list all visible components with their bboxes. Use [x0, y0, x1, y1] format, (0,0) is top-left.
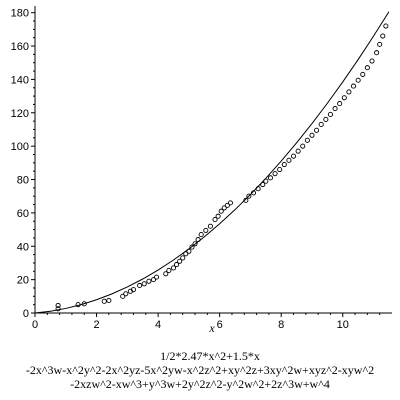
data-point — [224, 202, 230, 208]
data-point — [346, 89, 352, 95]
data-point — [189, 244, 195, 250]
data-point — [55, 302, 61, 309]
data-point — [218, 208, 224, 214]
data-point — [327, 111, 334, 117]
data-point — [314, 127, 320, 133]
data-point — [166, 267, 172, 274]
data-point — [183, 251, 189, 257]
data-point — [267, 175, 273, 181]
data-point — [150, 277, 157, 283]
x-tick-label: 6 — [217, 319, 223, 331]
data-point — [246, 193, 252, 199]
data-point — [207, 223, 213, 229]
x-tick-label: 0 — [32, 319, 38, 331]
data-point — [360, 71, 366, 77]
caption-line-1: 1/2*2.47*x^2+1.5*x — [160, 349, 260, 363]
data-point — [203, 227, 209, 233]
y-tick-label: 40 — [17, 241, 29, 253]
data-point — [383, 23, 389, 29]
data-point — [170, 265, 177, 271]
data-point — [300, 143, 306, 149]
data-point — [186, 248, 192, 254]
x-tick-label: 2 — [93, 319, 99, 331]
data-point — [323, 116, 329, 123]
data-point — [369, 58, 375, 64]
data-point — [255, 186, 261, 192]
data-point — [227, 200, 233, 206]
data-point — [377, 41, 383, 47]
data-point — [350, 83, 357, 89]
data-point — [290, 153, 297, 159]
data-point — [137, 282, 143, 289]
data-point — [364, 65, 370, 71]
data-point — [75, 302, 81, 308]
data-point — [304, 137, 310, 143]
fit-curve-layer — [34, 11, 390, 314]
data-point — [141, 281, 147, 287]
x-axis-label: x — [208, 321, 215, 335]
data-point — [221, 205, 227, 211]
y-tick-label: 80 — [17, 175, 29, 187]
data-point — [81, 301, 87, 307]
data-point — [192, 241, 198, 247]
y-tick-label: 60 — [17, 208, 29, 220]
data-point — [272, 171, 278, 177]
x-tick-label: 8 — [278, 319, 284, 331]
data-point — [318, 121, 324, 128]
data-point — [374, 50, 380, 56]
data-point — [198, 232, 204, 238]
data-point — [286, 157, 292, 163]
y-tick-label: 100 — [11, 141, 29, 153]
fit-curve — [34, 11, 390, 314]
data-point — [174, 262, 180, 268]
caption-line-3: -2xzw^2-xw^3+y^3w+2y^2z^2-y^2w^2+2z^3w+w… — [70, 377, 330, 391]
data-point — [263, 178, 269, 184]
caption-line-2: -2x^3w-x^2y^2-2x^2yz-5x^2yw-x^2z^2+xy^2z… — [26, 363, 374, 377]
data-point — [295, 148, 301, 154]
data-point — [154, 274, 160, 280]
data-point — [177, 258, 183, 264]
data-point — [380, 33, 386, 39]
data-point — [337, 101, 343, 107]
data-point — [281, 161, 287, 168]
data-point — [106, 297, 112, 304]
y-tick-label: 180 — [11, 8, 29, 20]
data-point — [277, 166, 283, 173]
data-point — [212, 217, 218, 223]
data-point — [195, 237, 201, 243]
x-tick-label: 10 — [337, 319, 349, 331]
y-tick-label: 160 — [11, 41, 29, 53]
data-point — [332, 106, 338, 112]
data-point — [215, 213, 221, 219]
y-tick-label: 20 — [17, 275, 29, 287]
data-point — [180, 255, 186, 261]
y-tick-label: 120 — [11, 108, 29, 120]
data-point — [355, 77, 361, 83]
data-point — [260, 181, 266, 188]
data-point — [120, 293, 126, 299]
data-point — [146, 278, 152, 284]
data-point — [123, 291, 129, 297]
data-point — [163, 271, 169, 277]
data-point — [250, 190, 257, 196]
data-point — [55, 306, 61, 312]
data-point — [130, 287, 137, 293]
x-tick-label: 4 — [155, 319, 161, 331]
data-point — [243, 197, 249, 203]
data-points-layer — [55, 23, 389, 312]
y-tick-label: 140 — [11, 74, 29, 86]
data-point — [101, 298, 107, 304]
data-point — [309, 132, 315, 138]
data-point — [341, 95, 347, 101]
y-tick-label: 0 — [23, 308, 29, 320]
